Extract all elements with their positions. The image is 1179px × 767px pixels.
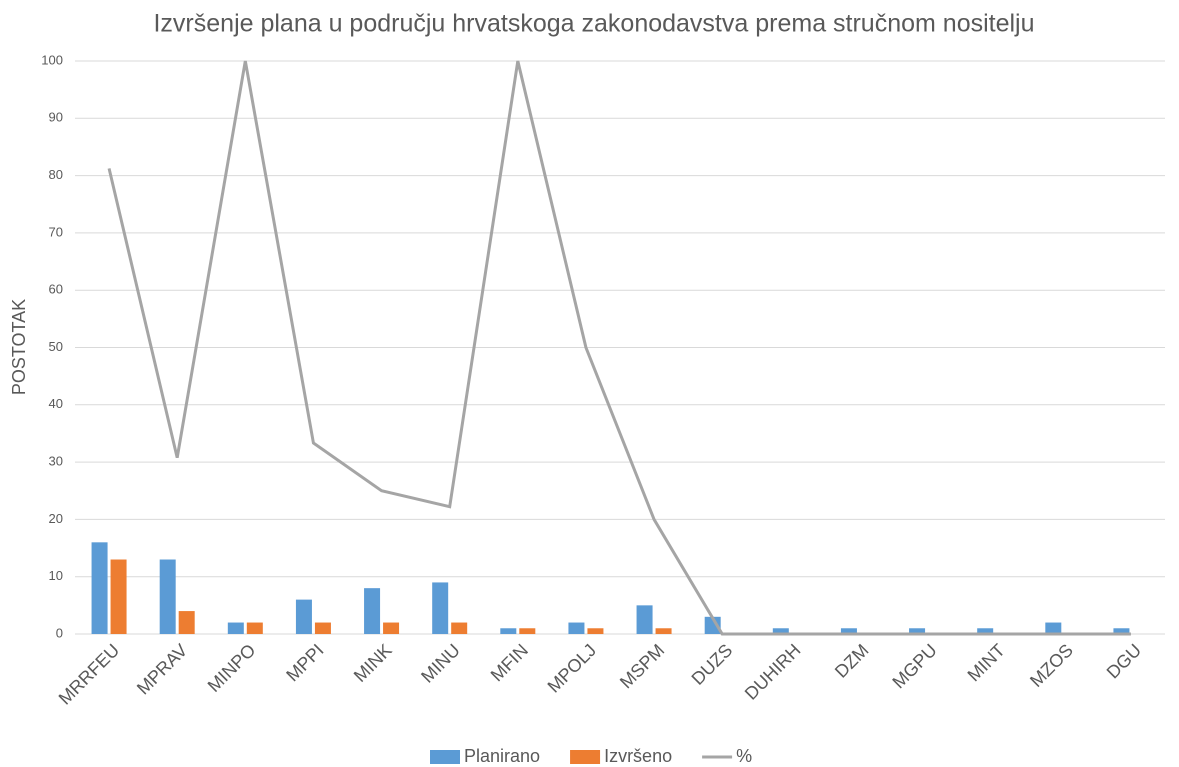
bar [977,628,994,634]
y-tick-label: 90 [49,110,63,125]
x-tick-label: MZOS [1026,640,1077,691]
y-tick-label: 40 [49,396,63,411]
chart-title: Izvršenje plana u području hrvatskoga za… [153,10,1034,38]
x-tick-label: DZM [831,640,873,682]
x-tick-label: MINK [350,640,396,686]
y-tick-label: 70 [49,224,63,239]
bar [1045,622,1062,634]
x-tick-label: MFIN [487,640,532,685]
bar [1113,628,1130,634]
line [107,60,1131,636]
legend-label: % [736,746,752,766]
x-tick-label: MPOLJ [544,640,601,697]
bar [295,599,312,634]
y-tick-label: 50 [49,339,63,354]
x-tick-label: MINT [964,640,1009,685]
bar [909,628,926,634]
bar [500,628,517,634]
x-tick-label: MINPO [204,640,260,696]
y-tick-label: 20 [49,511,63,526]
bar [314,622,331,634]
bar [364,588,381,634]
y-tick-label: 30 [49,454,63,469]
legend-label: Izvršeno [604,746,672,766]
legend-swatch [570,750,601,764]
y-tick-label: 80 [49,167,63,182]
x-tick-label: MGPU [888,640,940,692]
x-tick-label: DGU [1103,640,1145,682]
y-tick-label: 60 [49,282,63,297]
x-tick-label: MSPM [616,640,668,692]
y-tick-label: 0 [56,625,63,640]
x-tick-label: DUHIRH [741,640,805,704]
bar [383,622,400,634]
x-tick-label: MPRAV [133,640,191,698]
bar [91,542,108,634]
legend-swatch [430,750,460,764]
bar [519,628,536,634]
bar [178,611,195,634]
bar [159,559,176,634]
x-tick-label: MPPI [282,640,327,685]
bar [110,559,127,634]
y-tick-label: 10 [49,568,63,583]
bar [246,622,263,634]
bar [587,628,604,634]
y-axis-label: POSTOTAK [9,299,29,395]
x-tick-label: MINU [417,640,464,687]
bar [568,622,585,634]
bar [655,628,672,634]
bar [636,605,653,634]
bar [704,616,721,634]
bar [772,628,789,634]
x-tick-label: MRRFEU [55,640,124,709]
bar [227,622,244,634]
x-tick-label: DUZS [688,640,737,689]
y-tick-label: 100 [41,52,63,67]
legend-label: Planirano [464,746,540,766]
bar [451,622,468,634]
bar [840,628,857,634]
bar [432,582,449,634]
